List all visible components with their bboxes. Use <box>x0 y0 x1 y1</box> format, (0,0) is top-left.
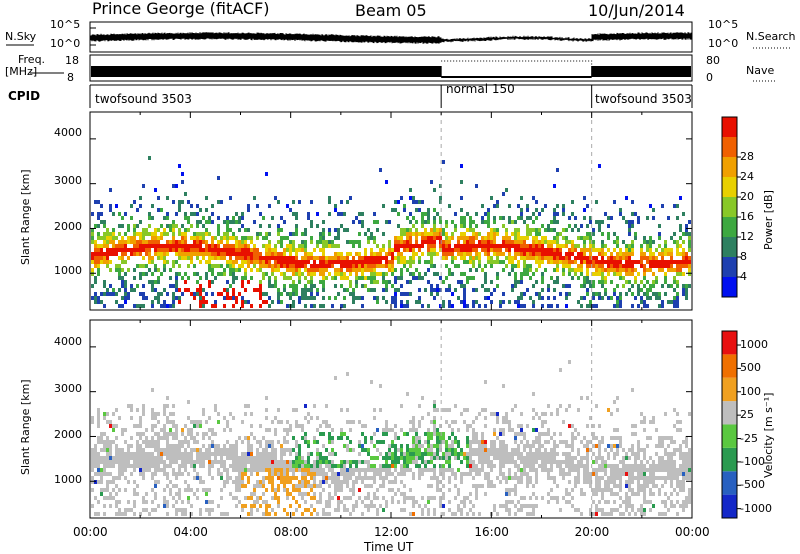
cpid-panel <box>89 84 693 108</box>
noise-tick-top: 10^5 <box>50 18 81 31</box>
vel-ytick-2000: 2000 <box>54 428 82 441</box>
colorbar-tick-label: 16 <box>740 210 754 223</box>
noise-search-label: N.Search <box>746 30 796 43</box>
date-title: 10/Jun/2014 <box>588 1 685 20</box>
vel-ylabel: Slant Range [km] <box>19 379 32 475</box>
colorbar-swatch <box>722 354 737 378</box>
x-tick-label: 12:00 <box>374 525 409 539</box>
colorbar-tick-label: -100 <box>740 454 765 468</box>
cpid-segment-1: twofsound 3503 <box>95 92 192 106</box>
colorbar-tick-label: 500 <box>740 361 761 375</box>
power-ytick-3000: 3000 <box>54 174 82 187</box>
noise-right-tick-bottom: 10^0 <box>708 37 739 50</box>
colorbar-tick-label: 25 <box>740 408 754 422</box>
colorbar-swatch <box>722 257 737 277</box>
colorbars <box>721 116 741 519</box>
vel-ytick-3000: 3000 <box>54 382 82 395</box>
nave-tick-bottom: 0 <box>706 71 713 84</box>
power-ytick-4000: 4000 <box>54 126 82 139</box>
power-range-time-plot <box>89 111 693 311</box>
noise-frame <box>89 21 693 53</box>
freq-tick-bottom: 8 <box>67 71 74 84</box>
colorbar-swatch <box>722 157 737 177</box>
noise-panel <box>6 21 790 53</box>
colorbar-tick-label: 4 <box>740 270 747 283</box>
colorbar-tick-label: -1000 <box>740 501 772 515</box>
colorbar-tick-label: -500 <box>740 478 765 492</box>
noise-right-tick-top: 10^5 <box>708 18 739 31</box>
noise-sky-label: N.Sky <box>5 30 37 43</box>
colorbar-swatch <box>722 424 737 448</box>
cpid-segment-2: normal 150 <box>446 82 515 96</box>
freq-tick-top: 18 <box>65 54 79 67</box>
colorbar-swatch <box>722 197 737 217</box>
velocity-cells <box>91 360 691 516</box>
colorbar-swatch <box>722 277 737 297</box>
colorbar-frame <box>721 330 738 519</box>
station-title: Prince George (fitACF) <box>92 0 270 18</box>
cpid-segment-3: twofsound 3503 <box>595 92 692 106</box>
colorbar-tick-label: 28 <box>740 150 754 163</box>
velocity-colorbar-label: Velocity [m s⁻¹] <box>762 392 775 478</box>
noise-sky-trace <box>90 32 692 44</box>
nave-trace <box>441 60 593 66</box>
frequency-panel <box>30 54 775 82</box>
colorbar-tick-label: 1000 <box>740 338 768 352</box>
freq-label: Freq. <box>18 53 46 66</box>
vel-ytick-1000: 1000 <box>54 473 82 486</box>
velocity-range-time-plot <box>89 319 693 519</box>
power-cells <box>91 156 691 308</box>
x-axis-label: Time UT <box>364 540 414 554</box>
power-ytick-1000: 1000 <box>54 264 82 277</box>
colorbar-swatch <box>722 447 737 472</box>
vel-ytick-4000: 4000 <box>54 335 82 348</box>
power-colorbar-label: Power [dB] <box>762 190 775 250</box>
colorbar-frame <box>721 116 738 298</box>
x-tick-label: 16:00 <box>474 525 509 539</box>
colorbar-tick-label: 8 <box>740 250 747 263</box>
x-tick-label: 00:00 <box>675 525 710 539</box>
colorbar-tick-label: 12 <box>740 230 754 243</box>
cpid-label: CPID <box>8 89 41 103</box>
beam-title: Beam 05 <box>355 1 427 20</box>
colorbar-tick-label: 100 <box>740 384 761 398</box>
x-tick-label: 04:00 <box>173 525 208 539</box>
freq-frame <box>89 54 693 82</box>
power-ytick-2000: 2000 <box>54 220 82 233</box>
colorbar-swatch <box>722 117 737 137</box>
colorbar-swatch <box>722 401 737 425</box>
colorbar-swatch <box>722 377 737 402</box>
freq-band-2 <box>591 66 691 77</box>
nave-label: Nave <box>746 64 775 77</box>
power-ylabel: Slant Range [km] <box>19 169 32 265</box>
x-tick-label: 08:00 <box>273 525 309 539</box>
colorbar-swatch <box>722 177 737 197</box>
colorbar-swatch <box>722 217 737 237</box>
x-tick-label: 00:00 <box>73 525 108 539</box>
x-tick-label: 20:00 <box>574 525 610 539</box>
colorbar-swatch <box>722 331 737 355</box>
freq-unit-label: [MHz] <box>5 65 38 78</box>
noise-tick-bottom: 10^0 <box>50 37 81 50</box>
colorbar-tick-label: -25 <box>740 431 758 445</box>
colorbar-swatch <box>722 137 737 157</box>
colorbar-tick-label: 24 <box>740 170 754 183</box>
colorbar-tick-label: 20 <box>740 190 754 203</box>
nave-tick-top: 80 <box>706 54 720 67</box>
freq-band-1 <box>91 66 442 77</box>
colorbar-swatch <box>722 494 737 518</box>
colorbar-swatch <box>722 237 737 257</box>
colorbar-swatch <box>722 471 737 495</box>
